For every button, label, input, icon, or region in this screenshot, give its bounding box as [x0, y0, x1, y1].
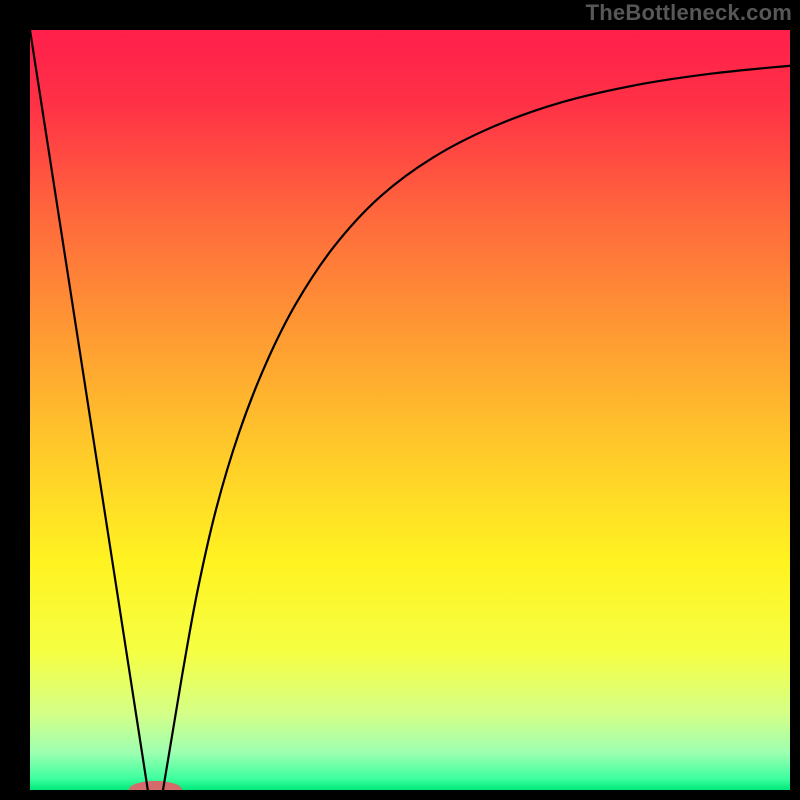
bottleneck-chart-svg — [30, 30, 790, 790]
plot-area — [30, 30, 790, 790]
gradient-background — [30, 30, 790, 790]
chart-frame: TheBottleneck.com — [0, 0, 800, 800]
watermark-text: TheBottleneck.com — [586, 0, 792, 26]
